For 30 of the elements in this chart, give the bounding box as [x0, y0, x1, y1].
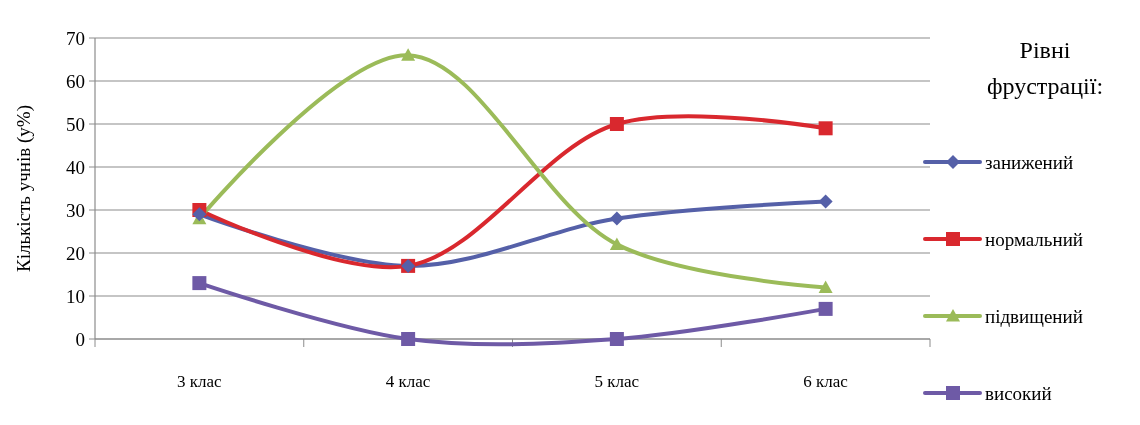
point — [609, 332, 624, 346]
y-axis-title: Кількість учнів (у%) — [13, 105, 35, 272]
legend-label: нормальний — [985, 228, 1084, 250]
legend-label: занижений — [985, 151, 1074, 173]
legend-title: Рівні фрустрації: — [986, 37, 1104, 99]
y-tick-label: 10 — [66, 285, 85, 307]
point — [818, 280, 833, 293]
point — [818, 194, 833, 209]
y-tick-label: 0 — [75, 328, 85, 350]
point — [192, 276, 207, 291]
x-tick-label: 3 клас — [177, 372, 223, 391]
x-tick-label: 5 клас — [594, 372, 640, 391]
point — [818, 301, 833, 316]
x-tick-label: 6 клас — [803, 372, 849, 391]
y-tick-label: 30 — [66, 199, 85, 221]
y-tick-label: 20 — [66, 242, 85, 264]
y-tick-label: 50 — [66, 113, 85, 135]
point — [609, 117, 624, 131]
point — [192, 207, 207, 222]
point — [609, 237, 624, 250]
y-tick-label: 40 — [66, 156, 85, 178]
legend-label: підвищений — [985, 305, 1083, 327]
y-tick-label: 60 — [66, 70, 85, 92]
point — [401, 332, 416, 346]
point — [401, 48, 416, 61]
point — [818, 121, 833, 136]
legend-label: високий — [985, 382, 1052, 404]
x-tick-label: 4 клас — [385, 372, 431, 391]
y-tick-label: 70 — [66, 27, 85, 49]
point — [609, 211, 624, 226]
